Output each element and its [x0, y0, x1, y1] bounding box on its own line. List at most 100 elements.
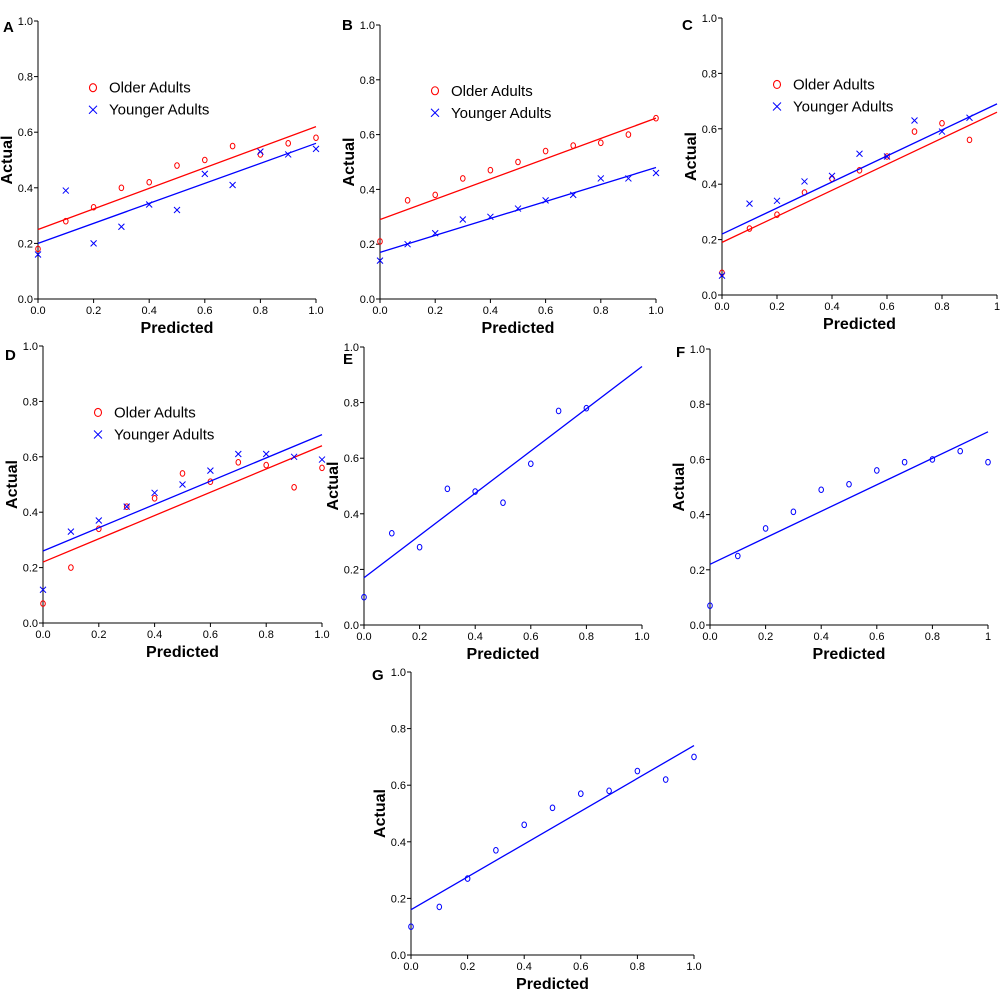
y-tick-label: 0.6	[23, 452, 38, 464]
x-tick-label: 0.2	[86, 305, 101, 317]
data-point	[801, 178, 808, 185]
y-tick-label: 0.0	[23, 618, 38, 630]
y-tick-label: 0.6	[360, 130, 375, 142]
data-point	[118, 223, 125, 231]
x-tick-label: 0.4	[824, 301, 839, 313]
panel-d: D 0.0 0.2 0.4 0.6 0.8 1.0 0.0 0.2 0.4 0.6 0.8 1.0 Pre…	[4, 341, 330, 661]
data-point	[285, 140, 292, 147]
y-axis-title: Actual	[372, 789, 389, 838]
x-tick-label: 0.2	[91, 629, 106, 641]
data-point	[262, 450, 270, 458]
y-tick-label: 0.8	[360, 75, 375, 87]
legend-label: Younger Adults	[451, 105, 551, 122]
panel-label: F	[676, 344, 685, 361]
data-point	[514, 205, 522, 212]
x-tick-label: 0.8	[630, 961, 645, 973]
legend-marker-circle	[430, 86, 440, 96]
data-point	[234, 450, 242, 458]
x-tick-label: 0.2	[460, 961, 475, 973]
data-point	[515, 158, 521, 166]
y-axis-title: Actual	[671, 463, 688, 512]
x-axis-title: Predicted	[141, 320, 214, 337]
regression-line	[721, 103, 998, 235]
data-point	[436, 903, 443, 911]
data-point	[235, 459, 242, 466]
y-tick-label: 0.2	[702, 235, 717, 247]
panel-label: D	[5, 347, 16, 364]
data-point	[207, 467, 214, 475]
panel-c: C 0.0 0.2 0.4 0.6 0.8 1 0.0 0.2 0.4 0.6 0.8 1.0 Predi…	[682, 13, 1000, 333]
y-tick-label: 0.8	[18, 72, 33, 84]
data-point	[460, 175, 466, 182]
legend-marker-x	[772, 102, 782, 111]
data-point	[762, 525, 769, 532]
y-tick-label: 1.0	[391, 667, 406, 679]
x-tick-label: 0.8	[579, 631, 594, 643]
data-point	[691, 753, 697, 761]
legend-label: Older Adults	[793, 76, 875, 93]
data-point	[263, 461, 270, 469]
x-tick-label: 0.0	[356, 631, 371, 643]
data-point	[597, 175, 605, 182]
data-point	[123, 503, 130, 510]
series-older-adults	[377, 114, 659, 245]
x-tick-label: 0.4	[483, 305, 498, 317]
x-tick-label: 1.0	[314, 629, 329, 641]
data-point	[966, 136, 973, 144]
data-point	[569, 191, 577, 199]
data-point	[542, 147, 549, 155]
y-tick-label: 0.6	[18, 127, 33, 139]
x-tick-label: 1	[994, 301, 1000, 313]
x-tick-label: 0.0	[30, 305, 45, 317]
series-older-adults	[35, 126, 319, 253]
legend-marker-x	[430, 108, 440, 118]
y-tick-label: 0.4	[23, 507, 38, 519]
x-tick-label: 1.0	[308, 305, 323, 317]
data-point	[883, 153, 891, 160]
data-point	[472, 488, 479, 495]
data-point	[173, 206, 181, 214]
data-point	[118, 184, 125, 192]
y-tick-label: 1.0	[344, 342, 359, 354]
x-tick-label: 0.6	[538, 305, 553, 317]
data-point	[90, 240, 97, 247]
regression-line	[379, 117, 657, 221]
y-axis-title: Actual	[683, 132, 700, 181]
legend-marker-circle	[88, 83, 98, 93]
data-point	[444, 485, 451, 493]
data-point	[570, 142, 577, 149]
data-point	[377, 238, 383, 245]
data-point	[625, 131, 632, 138]
series-younger-adults	[376, 166, 660, 264]
regression-line	[42, 445, 323, 563]
data-point	[459, 216, 467, 223]
regression-line	[37, 142, 317, 245]
legend-marker-circle	[93, 407, 103, 418]
data-point	[95, 517, 103, 524]
y-tick-label: 0.2	[23, 563, 38, 575]
x-tick-label: 0.6	[879, 301, 894, 313]
x-tick-label: 0.8	[934, 301, 949, 313]
regression-line	[410, 745, 695, 911]
y-tick-label: 0.6	[391, 780, 406, 792]
series-older-adults	[40, 445, 325, 607]
legend-label: Older Adults	[109, 80, 191, 97]
legend-label: Younger Adults	[114, 426, 214, 443]
data-point	[542, 197, 549, 204]
x-axis-title: Predicted	[516, 976, 589, 992]
data-point	[625, 175, 632, 182]
data-point	[606, 787, 612, 795]
x-tick-label: 0.6	[573, 961, 588, 973]
data-point	[313, 134, 319, 142]
y-axis-title: Actual	[325, 462, 342, 511]
data-point	[361, 593, 367, 601]
x-axis-title: Predicted	[146, 644, 219, 661]
data-point	[521, 821, 528, 829]
data-point	[846, 480, 852, 488]
y-tick-label: 0.4	[18, 183, 33, 195]
data-point	[389, 529, 395, 537]
series-all	[361, 365, 643, 601]
legend-marker-x	[93, 430, 103, 439]
x-tick-label: 0.0	[702, 631, 717, 643]
x-tick-label: 0.4	[468, 631, 483, 643]
